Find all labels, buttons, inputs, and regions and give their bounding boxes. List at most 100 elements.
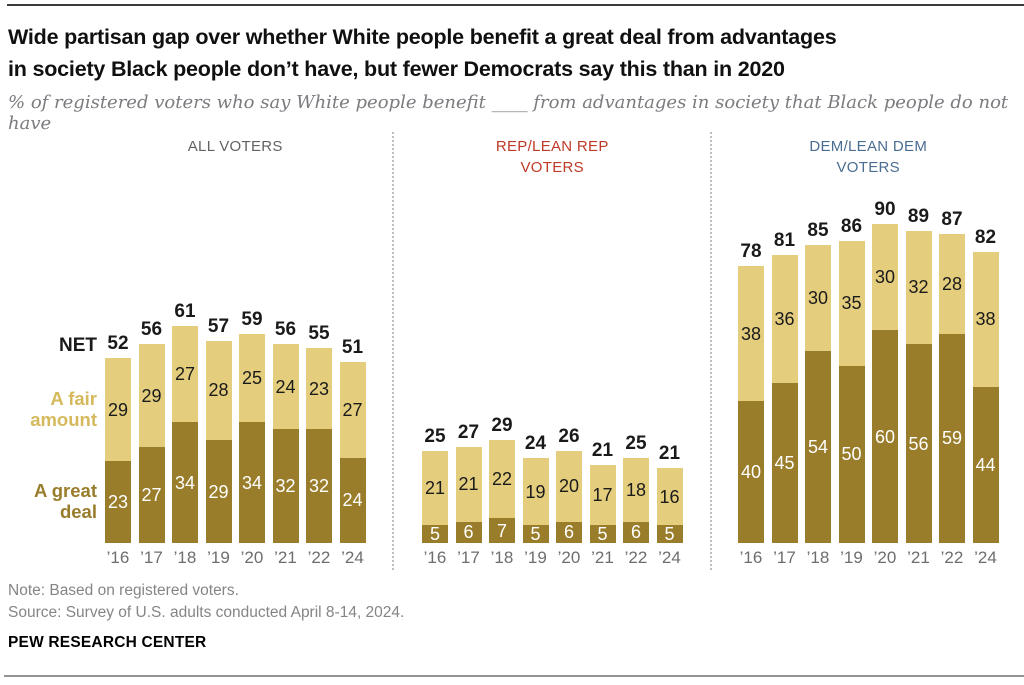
year-tick-label: ’21 xyxy=(274,548,297,567)
bar-segment-great-deal: 60 xyxy=(872,330,898,543)
panel-separator-left xyxy=(392,132,394,570)
page-subtitle: % of registered voters who say White peo… xyxy=(8,92,1009,134)
bar-segment-fair-amount: 16 xyxy=(656,468,683,526)
bar-segment-fair-amount: 21 xyxy=(455,447,482,522)
year-tick-label: ’22 xyxy=(940,548,964,567)
year-tick-label: ’17 xyxy=(457,548,480,567)
bar-segment-great-deal: 32 xyxy=(306,429,332,543)
bar-segment-great-deal: 54 xyxy=(805,351,831,543)
bar-segment-great-deal: 5 xyxy=(522,525,549,543)
year-tick-label: ’19 xyxy=(207,548,230,567)
bar-segment-fair-amount: 38 xyxy=(972,251,999,387)
net-value-label: 55 xyxy=(308,322,330,344)
net-value-label: 26 xyxy=(558,425,580,447)
bar-segment-great-deal: 27 xyxy=(138,447,165,543)
chart-source: Source: Survey of U.S. adults conducted … xyxy=(8,604,405,621)
net-value-label: 27 xyxy=(457,422,480,444)
bar-segment-great-deal: 29 xyxy=(205,440,232,543)
page-title-line2: in society Black people don’t have, but … xyxy=(8,57,785,81)
fair-amount-legend-line1: A fair xyxy=(50,388,97,409)
bar-segment-great-deal: 59 xyxy=(939,333,965,543)
page-title: Wide partisan gap over whether White peo… xyxy=(8,21,837,85)
year-tick-label: ’21 xyxy=(907,548,930,567)
bar-segment-great-deal: 23 xyxy=(105,461,131,543)
net-value-label: 86 xyxy=(840,216,863,238)
net-value-label: 24 xyxy=(524,432,547,454)
bar-segment-great-deal: 34 xyxy=(239,422,265,543)
bar-segment-great-deal: 44 xyxy=(972,386,999,543)
net-value-label: 57 xyxy=(207,315,230,337)
year-tick-label: ’20 xyxy=(240,548,264,567)
net-value-label: 29 xyxy=(491,415,513,437)
bar-segment-great-deal: 45 xyxy=(771,383,798,543)
bar-segment-fair-amount: 28 xyxy=(205,340,232,441)
bar-segment-fair-amount: 38 xyxy=(738,266,764,401)
bar-segment-great-deal: 7 xyxy=(489,518,515,543)
year-tick-label: ’16 xyxy=(106,548,130,567)
net-value-label: 87 xyxy=(941,209,963,231)
chart-area: NET A fair amount A great deal ALL VOTER… xyxy=(0,130,1024,590)
fair-amount-legend-line2: amount xyxy=(30,409,97,430)
year-tick-label: ’19 xyxy=(840,548,863,567)
bar-segment-fair-amount: 22 xyxy=(489,440,515,519)
bar-segment-great-deal: 6 xyxy=(556,521,582,543)
fair-amount-legend-label: A fair amount xyxy=(0,388,97,430)
year-tick-label: ’19 xyxy=(524,548,547,567)
great-deal-legend-line2: deal xyxy=(59,501,97,522)
panel-title-line: DEM/LEAN DEM xyxy=(809,138,928,155)
bar-segment-great-deal: 6 xyxy=(623,521,649,543)
panel-title-line: REP/LEAN REP xyxy=(495,138,609,155)
panel-title: ALL VOTERS xyxy=(75,136,396,157)
bar-segment-fair-amount: 36 xyxy=(771,255,798,384)
year-tick-label: ’24 xyxy=(341,548,364,567)
net-value-label: 21 xyxy=(591,439,614,461)
net-value-label: 25 xyxy=(424,425,446,447)
great-deal-legend-line1: A great xyxy=(33,480,97,501)
net-value-label: 59 xyxy=(241,308,263,330)
bar-segment-fair-amount: 32 xyxy=(905,230,932,345)
bar-segment-fair-amount: 21 xyxy=(422,450,448,526)
bar-segment-great-deal: 5 xyxy=(656,525,683,543)
bar-segment-fair-amount: 23 xyxy=(306,347,332,430)
year-tick-label: ’18 xyxy=(173,548,197,567)
net-value-label: 56 xyxy=(274,319,297,341)
page-title-line1: Wide partisan gap over whether White peo… xyxy=(8,25,837,49)
bar-segment-great-deal: 56 xyxy=(905,344,932,543)
bar-segment-great-deal: 5 xyxy=(589,525,616,543)
net-value-label: 78 xyxy=(740,241,762,263)
bar-segment-fair-amount: 27 xyxy=(172,326,198,423)
bar-segment-fair-amount: 35 xyxy=(838,241,865,366)
bar-segment-great-deal: 50 xyxy=(838,365,865,543)
bar-segment-fair-amount: 30 xyxy=(805,244,831,352)
bar-segment-great-deal: 32 xyxy=(272,429,299,543)
year-tick-label: ’16 xyxy=(423,548,447,567)
bar-segment-fair-amount: 19 xyxy=(522,457,549,526)
net-value-label: 89 xyxy=(907,205,930,227)
great-deal-legend-label: A great deal xyxy=(0,480,97,522)
top-rule xyxy=(7,4,1024,6)
bar-segment-fair-amount: 25 xyxy=(239,333,265,423)
year-tick-label: ’20 xyxy=(873,548,897,567)
net-value-label: 25 xyxy=(625,432,647,454)
bar-segment-fair-amount: 29 xyxy=(138,344,165,448)
bar-segment-fair-amount: 18 xyxy=(623,457,649,522)
year-tick-label: ’21 xyxy=(591,548,614,567)
net-legend-label: NET xyxy=(59,335,97,356)
year-tick-label: ’22 xyxy=(624,548,648,567)
chart-note: Note: Based on registered voters. xyxy=(8,582,239,599)
net-value-label: 85 xyxy=(807,219,829,241)
bar-segment-fair-amount: 27 xyxy=(339,361,366,458)
net-value-label: 82 xyxy=(974,226,997,248)
year-tick-label: ’17 xyxy=(773,548,796,567)
year-tick-label: ’16 xyxy=(739,548,763,567)
year-tick-label: ’24 xyxy=(658,548,681,567)
brand-label: PEW RESEARCH CENTER xyxy=(8,634,207,651)
year-tick-label: ’24 xyxy=(974,548,997,567)
net-value-label: 52 xyxy=(107,333,129,355)
panel-title-line: ALL VOTERS xyxy=(187,138,283,155)
net-value-label: 90 xyxy=(874,198,896,220)
panel-title: REP/LEAN REP VOTERS xyxy=(392,136,713,178)
year-tick-label: ’18 xyxy=(806,548,830,567)
panel-title-line: VOTERS xyxy=(520,159,584,176)
